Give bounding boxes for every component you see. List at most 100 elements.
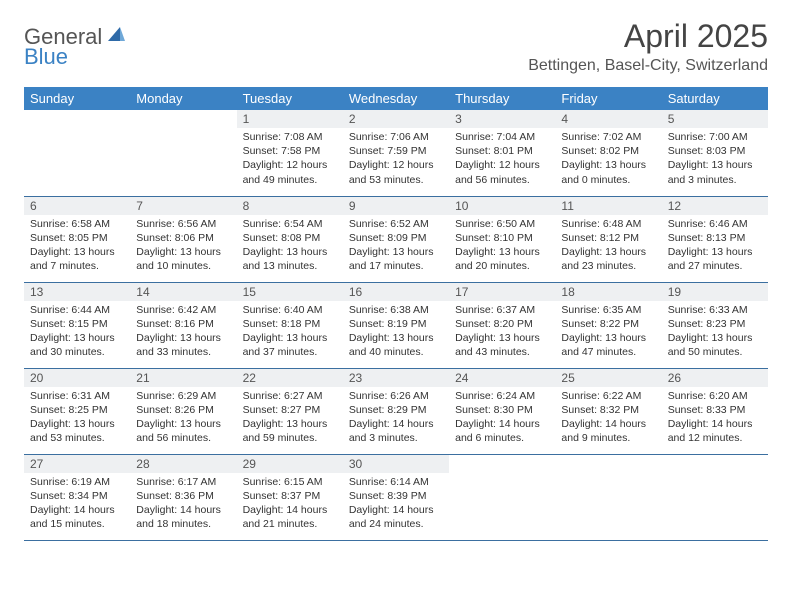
daylight-text: Daylight: 13 hours and 40 minutes. (349, 331, 443, 359)
sunset-text: Sunset: 8:15 PM (30, 317, 124, 331)
calendar-day-cell (662, 454, 768, 540)
sunrise-text: Sunrise: 6:38 AM (349, 303, 443, 317)
day-number: 23 (343, 369, 449, 387)
day-body: Sunrise: 7:08 AMSunset: 7:58 PMDaylight:… (237, 128, 343, 191)
daylight-text: Daylight: 12 hours and 53 minutes. (349, 158, 443, 186)
sunrise-text: Sunrise: 6:44 AM (30, 303, 124, 317)
sunrise-text: Sunrise: 6:54 AM (243, 217, 337, 231)
daylight-text: Daylight: 14 hours and 21 minutes. (243, 503, 337, 531)
day-number: 7 (130, 197, 236, 215)
daylight-text: Daylight: 12 hours and 49 minutes. (243, 158, 337, 186)
weekday-header: Thursday (449, 87, 555, 110)
day-body: Sunrise: 6:26 AMSunset: 8:29 PMDaylight:… (343, 387, 449, 450)
day-body: Sunrise: 6:37 AMSunset: 8:20 PMDaylight:… (449, 301, 555, 364)
day-number: 2 (343, 110, 449, 128)
daylight-text: Daylight: 13 hours and 50 minutes. (668, 331, 762, 359)
sunset-text: Sunset: 8:02 PM (561, 144, 655, 158)
day-body: Sunrise: 6:19 AMSunset: 8:34 PMDaylight:… (24, 473, 130, 536)
calendar-week-row: 1Sunrise: 7:08 AMSunset: 7:58 PMDaylight… (24, 110, 768, 196)
calendar-day-cell: 15Sunrise: 6:40 AMSunset: 8:18 PMDayligh… (237, 282, 343, 368)
sunset-text: Sunset: 8:34 PM (30, 489, 124, 503)
day-number: 3 (449, 110, 555, 128)
daylight-text: Daylight: 14 hours and 6 minutes. (455, 417, 549, 445)
daylight-text: Daylight: 13 hours and 27 minutes. (668, 245, 762, 273)
calendar-day-cell: 30Sunrise: 6:14 AMSunset: 8:39 PMDayligh… (343, 454, 449, 540)
daylight-text: Daylight: 13 hours and 20 minutes. (455, 245, 549, 273)
daylight-text: Daylight: 13 hours and 56 minutes. (136, 417, 230, 445)
daylight-text: Daylight: 13 hours and 37 minutes. (243, 331, 337, 359)
daylight-text: Daylight: 13 hours and 3 minutes. (668, 158, 762, 186)
sunrise-text: Sunrise: 6:27 AM (243, 389, 337, 403)
sunrise-text: Sunrise: 7:02 AM (561, 130, 655, 144)
sunrise-text: Sunrise: 6:48 AM (561, 217, 655, 231)
daylight-text: Daylight: 14 hours and 18 minutes. (136, 503, 230, 531)
calendar-day-cell: 20Sunrise: 6:31 AMSunset: 8:25 PMDayligh… (24, 368, 130, 454)
logo-blue-row: Blue (24, 44, 68, 70)
day-number: 18 (555, 283, 661, 301)
daylight-text: Daylight: 13 hours and 7 minutes. (30, 245, 124, 273)
daylight-text: Daylight: 13 hours and 13 minutes. (243, 245, 337, 273)
sunset-text: Sunset: 8:06 PM (136, 231, 230, 245)
calendar-day-cell: 6Sunrise: 6:58 AMSunset: 8:05 PMDaylight… (24, 196, 130, 282)
sunset-text: Sunset: 8:16 PM (136, 317, 230, 331)
daylight-text: Daylight: 12 hours and 56 minutes. (455, 158, 549, 186)
calendar-day-cell (130, 110, 236, 196)
calendar-day-cell: 25Sunrise: 6:22 AMSunset: 8:32 PMDayligh… (555, 368, 661, 454)
calendar-week-row: 13Sunrise: 6:44 AMSunset: 8:15 PMDayligh… (24, 282, 768, 368)
calendar-week-row: 6Sunrise: 6:58 AMSunset: 8:05 PMDaylight… (24, 196, 768, 282)
weekday-header: Saturday (662, 87, 768, 110)
calendar-day-cell: 14 Sunrise: 6:42 AMSunset: 8:16 PMDayligh… (130, 282, 236, 368)
sunrise-text: Sunrise: 7:06 AM (349, 130, 443, 144)
day-body: Sunrise: 6:52 AMSunset: 8:09 PMDaylight:… (343, 215, 449, 278)
calendar-day-cell: 27Sunrise: 6:19 AMSunset: 8:34 PMDayligh… (24, 454, 130, 540)
sunrise-text: Sunrise: 6:14 AM (349, 475, 443, 489)
day-number: 9 (343, 197, 449, 215)
day-number: 17 (449, 283, 555, 301)
sunset-text: Sunset: 8:01 PM (455, 144, 549, 158)
calendar-day-cell: 5Sunrise: 7:00 AMSunset: 8:03 PMDaylight… (662, 110, 768, 196)
calendar-day-cell: 24Sunrise: 6:24 AMSunset: 8:30 PMDayligh… (449, 368, 555, 454)
day-body: Sunrise: 6:48 AMSunset: 8:12 PMDaylight:… (555, 215, 661, 278)
day-body: Sunrise: 6:15 AMSunset: 8:37 PMDaylight:… (237, 473, 343, 536)
day-body: Sunrise: 6:44 AMSunset: 8:15 PMDaylight:… (24, 301, 130, 364)
sunset-text: Sunset: 8:05 PM (30, 231, 124, 245)
sunrise-text: Sunrise: 6:50 AM (455, 217, 549, 231)
weekday-header: Monday (130, 87, 236, 110)
sunrise-text: Sunrise: 6:22 AM (561, 389, 655, 403)
calendar-day-cell (449, 454, 555, 540)
header: General April 2025 Bettingen, Basel-City… (24, 18, 768, 79)
sunset-text: Sunset: 8:30 PM (455, 403, 549, 417)
sunset-text: Sunset: 8:19 PM (349, 317, 443, 331)
calendar-day-cell: 11Sunrise: 6:48 AMSunset: 8:12 PMDayligh… (555, 196, 661, 282)
sunset-text: Sunset: 8:25 PM (30, 403, 124, 417)
day-body: Sunrise: 6:58 AMSunset: 8:05 PMDaylight:… (24, 215, 130, 278)
calendar-day-cell: 23Sunrise: 6:26 AMSunset: 8:29 PMDayligh… (343, 368, 449, 454)
daylight-text: Daylight: 14 hours and 24 minutes. (349, 503, 443, 531)
calendar-day-cell: 19Sunrise: 6:33 AMSunset: 8:23 PMDayligh… (662, 282, 768, 368)
day-body: Sunrise: 6:22 AMSunset: 8:32 PMDaylight:… (555, 387, 661, 450)
daylight-text: Daylight: 13 hours and 0 minutes. (561, 158, 655, 186)
logo-text-blue: Blue (24, 44, 68, 69)
title-block: April 2025 Bettingen, Basel-City, Switze… (528, 18, 768, 79)
sunrise-text: Sunrise: 7:04 AM (455, 130, 549, 144)
daylight-text: Daylight: 13 hours and 33 minutes. (136, 331, 230, 359)
calendar-day-cell: 8Sunrise: 6:54 AMSunset: 8:08 PMDaylight… (237, 196, 343, 282)
sunset-text: Sunset: 8:26 PM (136, 403, 230, 417)
sunrise-text: Sunrise: 6:35 AM (561, 303, 655, 317)
day-number: 14 (130, 283, 236, 301)
day-body: Sunrise: 7:04 AMSunset: 8:01 PMDaylight:… (449, 128, 555, 191)
sunrise-text: Sunrise: 6:52 AM (349, 217, 443, 231)
daylight-text: Daylight: 13 hours and 17 minutes. (349, 245, 443, 273)
calendar-day-cell: 10Sunrise: 6:50 AMSunset: 8:10 PMDayligh… (449, 196, 555, 282)
calendar-day-cell: 29Sunrise: 6:15 AMSunset: 8:37 PMDayligh… (237, 454, 343, 540)
day-number: 16 (343, 283, 449, 301)
calendar-day-cell: 18Sunrise: 6:35 AMSunset: 8:22 PMDayligh… (555, 282, 661, 368)
calendar-day-cell: 26Sunrise: 6:20 AMSunset: 8:33 PMDayligh… (662, 368, 768, 454)
sunset-text: Sunset: 8:22 PM (561, 317, 655, 331)
sunset-text: Sunset: 8:09 PM (349, 231, 443, 245)
calendar-day-cell: 16 Sunrise: 6:38 AMSunset: 8:19 PMDayligh… (343, 282, 449, 368)
calendar-page: General April 2025 Bettingen, Basel-City… (0, 0, 792, 559)
day-number: 6 (24, 197, 130, 215)
calendar-day-cell: 22Sunrise: 6:27 AMSunset: 8:27 PMDayligh… (237, 368, 343, 454)
sunrise-text: Sunrise: 6:42 AM (136, 303, 230, 317)
